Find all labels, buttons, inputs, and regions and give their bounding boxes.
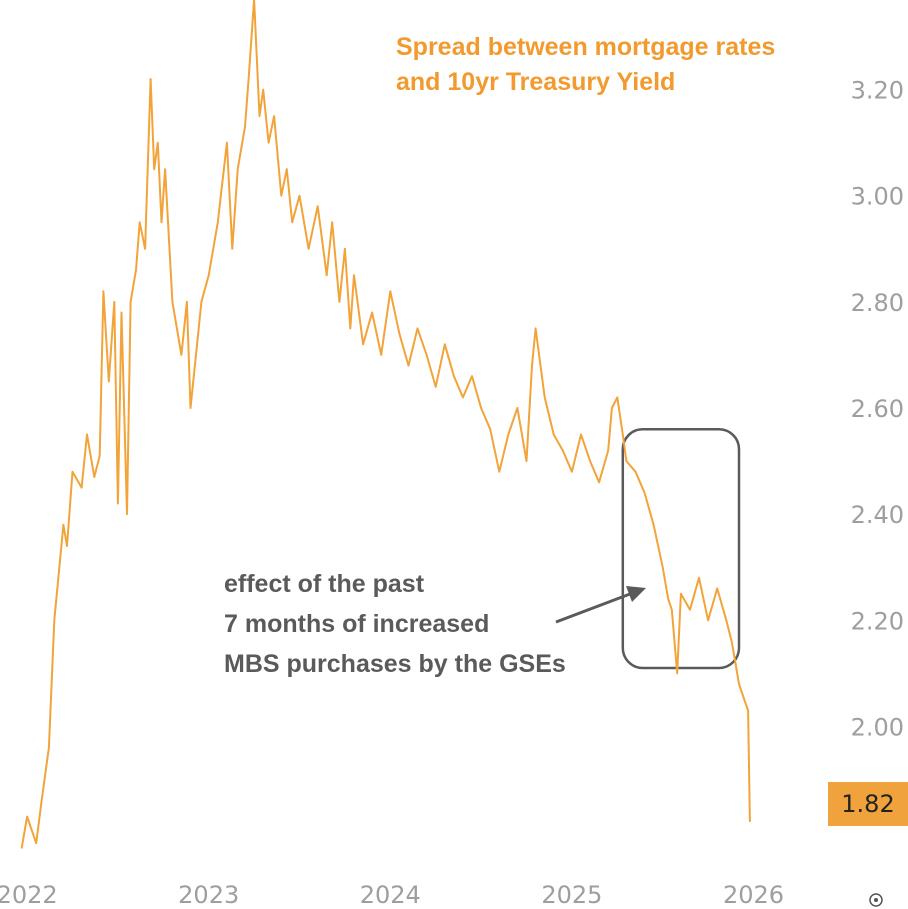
x-tick-label: 2024 [360,881,421,909]
x-axis: 2022 2023 2024 2025 2026 [0,881,784,909]
x-tick-label: 2025 [541,881,602,909]
last-value-bg [828,782,908,826]
annotation-arrow-shaft [555,592,631,624]
highlight-box [621,427,741,670]
title-line-1: Spread between mortgage rates [396,33,775,61]
series-line [20,0,751,849]
highlight-rect [621,427,741,670]
y-tick-label: 2.40 [851,501,904,529]
settings-icon-dot [874,898,878,902]
y-axis: 2.00 2.20 2.40 2.60 2.80 3.00 3.20 [851,77,904,742]
last-value-label: 1.82 [828,782,908,826]
y-tick-label: 2.20 [851,607,904,635]
settings-icon[interactable] [869,893,883,907]
x-tick-label: 2023 [178,881,239,909]
last-value-text: 1.82 [841,790,894,818]
x-tick-label: 2022 [0,881,58,909]
y-tick-label: 2.60 [851,395,904,423]
chart-title: Spread between mortgage rates and 10yr T… [396,33,775,96]
y-tick-label: 2.00 [851,713,904,741]
annotation-arrow-head [626,586,646,602]
x-tick-label: 2026 [723,881,784,909]
annotation-line-2: 7 months of increased [224,610,489,638]
settings-icon-ring [869,893,883,907]
annotation-line-1: effect of the past [224,570,425,598]
title-line-2: and 10yr Treasury Yield [396,68,675,96]
y-tick-label: 3.20 [851,77,904,105]
annotation: effect of the past 7 months of increased… [224,570,646,678]
annotation-line-3: MBS purchases by the GSEs [224,650,566,678]
y-tick-label: 2.80 [851,289,904,317]
y-tick-label: 3.00 [851,183,904,211]
